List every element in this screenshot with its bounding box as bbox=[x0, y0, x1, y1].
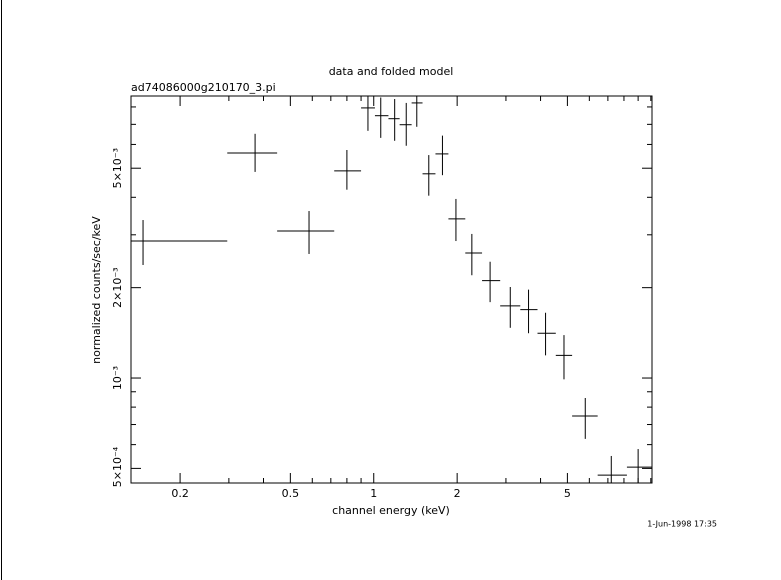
y-tick-label: 5×10⁻⁴ bbox=[111, 446, 124, 487]
y-axis-label: normalized counts/sec/keV bbox=[90, 216, 103, 364]
plot-frame bbox=[130, 95, 653, 484]
x-tick-label: 0.2 bbox=[171, 487, 189, 500]
y-tick-label: 10⁻³ bbox=[111, 366, 124, 390]
chart-title: data and folded model bbox=[329, 65, 454, 78]
timestamp: 1-Jun-1998 17:35 bbox=[647, 520, 717, 529]
x-tick-label: 2 bbox=[454, 487, 461, 500]
x-axis-label: channel energy (keV) bbox=[332, 504, 450, 517]
chart-subtitle: ad74086000g210170_3.pi bbox=[131, 81, 276, 94]
y-tick-label: 5×10⁻³ bbox=[111, 148, 124, 188]
y-tick-label: 2×10⁻³ bbox=[111, 267, 124, 307]
plot-area bbox=[131, 96, 652, 483]
x-tick-label: 0.5 bbox=[282, 487, 300, 500]
x-tick-label: 5 bbox=[564, 487, 571, 500]
x-tick-label: 1 bbox=[370, 487, 377, 500]
